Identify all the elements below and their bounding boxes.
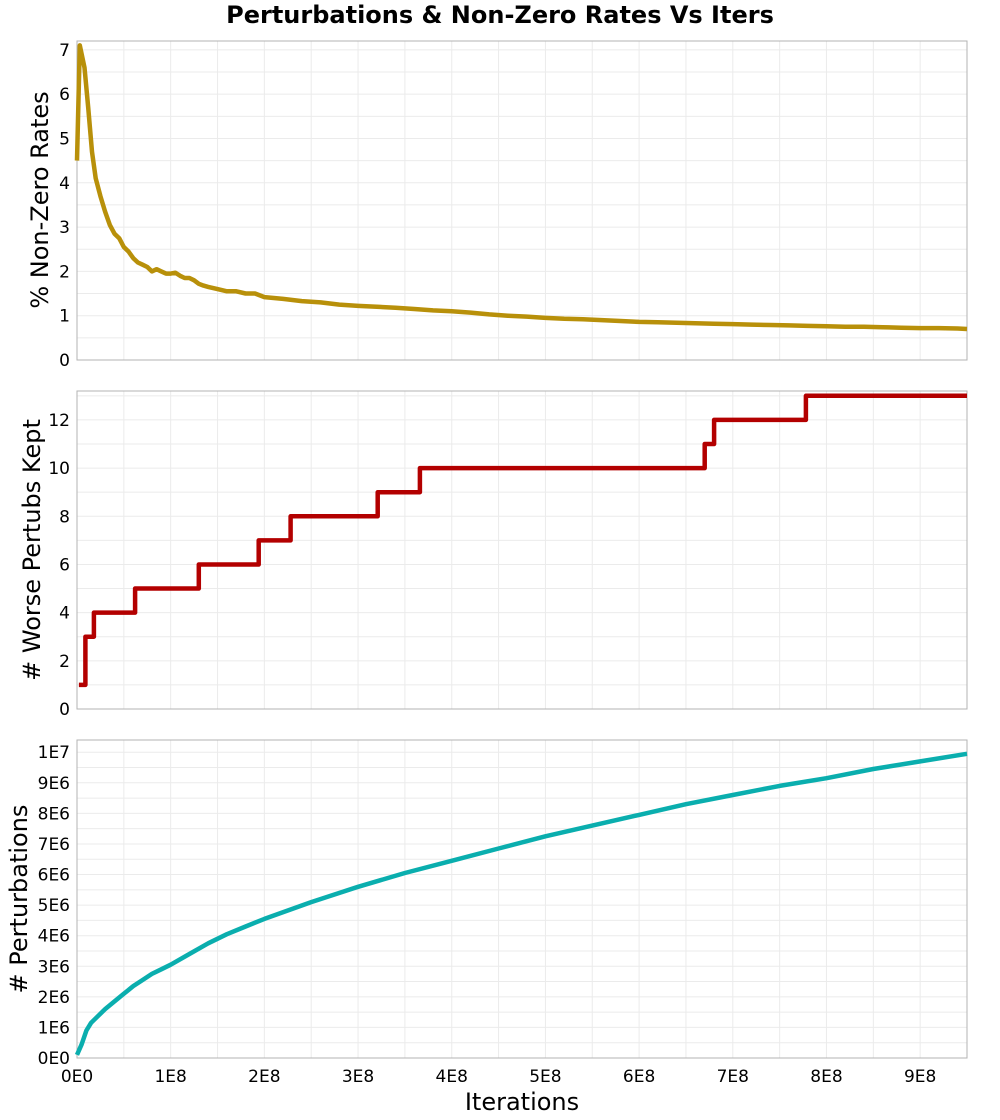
y-tick-label: 3E6 [38,957,70,977]
series-line [78,393,967,688]
x-tick-label: 2E8 [248,1067,280,1087]
y-tick-label: 10 [48,459,70,479]
series-line [74,751,968,1056]
y-tick-label: 12 [48,411,70,431]
x-tick-label: 6E8 [623,1067,655,1087]
y-tick-label: 1E6 [38,1018,70,1038]
panel-perturbations: # Perturbations 0E0 1E6 2E6 3E6 4E6 5E6 6E6 7E6… [5,739,968,1087]
y-tick-label: 2 [59,652,70,672]
x-tick-label: 3E8 [342,1067,374,1087]
y-tick-label: 7E6 [38,835,70,855]
panel-nonzero-rates: % Non-Zero Rates 0 1 2 3 4 5 6 7 [26,40,968,371]
y-tick-label: 5 [59,129,70,149]
y-axis-label: % Non-Zero Rates [26,91,54,308]
y-tick-label: 1E7 [38,743,70,763]
y-axis-label: # Worse Pertubs Kept [18,419,46,681]
y-tick-label: 6 [59,555,70,575]
x-tick-label: 5E8 [529,1067,561,1087]
panel-worse-pertubs-kept: # Worse Pertubs Kept 0 2 4 6 8 10 12 [18,390,968,720]
y-tick-label: 6E6 [38,866,70,886]
y-tick-label: 2E6 [38,988,70,1008]
y-tick-label: 8 [59,507,70,527]
y-tick-label: 6 [59,85,70,105]
y-tick-label: 0E0 [38,1049,70,1069]
x-tick-label: 9E8 [904,1067,936,1087]
y-tick-label: 8E6 [38,804,70,824]
y-tick-label: 4E6 [38,927,70,947]
y-tick-label: 9E6 [38,774,70,794]
plot-frame [76,40,968,361]
y-axis-label: # Perturbations [5,805,33,994]
x-axis-label: Iterations [465,1088,579,1116]
chart-title: Perturbations & Non-Zero Rates Vs Iters [226,1,774,29]
y-tick-label: 0 [59,700,70,720]
series-line [74,43,968,332]
y-tick-label: 4 [59,174,70,194]
y-tick-label: 1 [59,307,70,327]
x-tick-label: 0E0 [61,1067,93,1087]
x-tick-label: 4E8 [436,1067,468,1087]
x-tick-label: 1E8 [154,1067,186,1087]
x-tick-label: 7E8 [717,1067,749,1087]
y-tick-label: 2 [59,262,70,282]
y-tick-label: 0 [59,351,70,371]
y-tick-label: 3 [59,218,70,238]
x-tick-label: 8E8 [810,1067,842,1087]
plot-frame [76,390,968,710]
y-tick-label: 7 [59,41,70,61]
plot-frame [76,739,968,1059]
y-tick-label: 5E6 [38,896,70,916]
y-tick-label: 4 [59,604,70,624]
